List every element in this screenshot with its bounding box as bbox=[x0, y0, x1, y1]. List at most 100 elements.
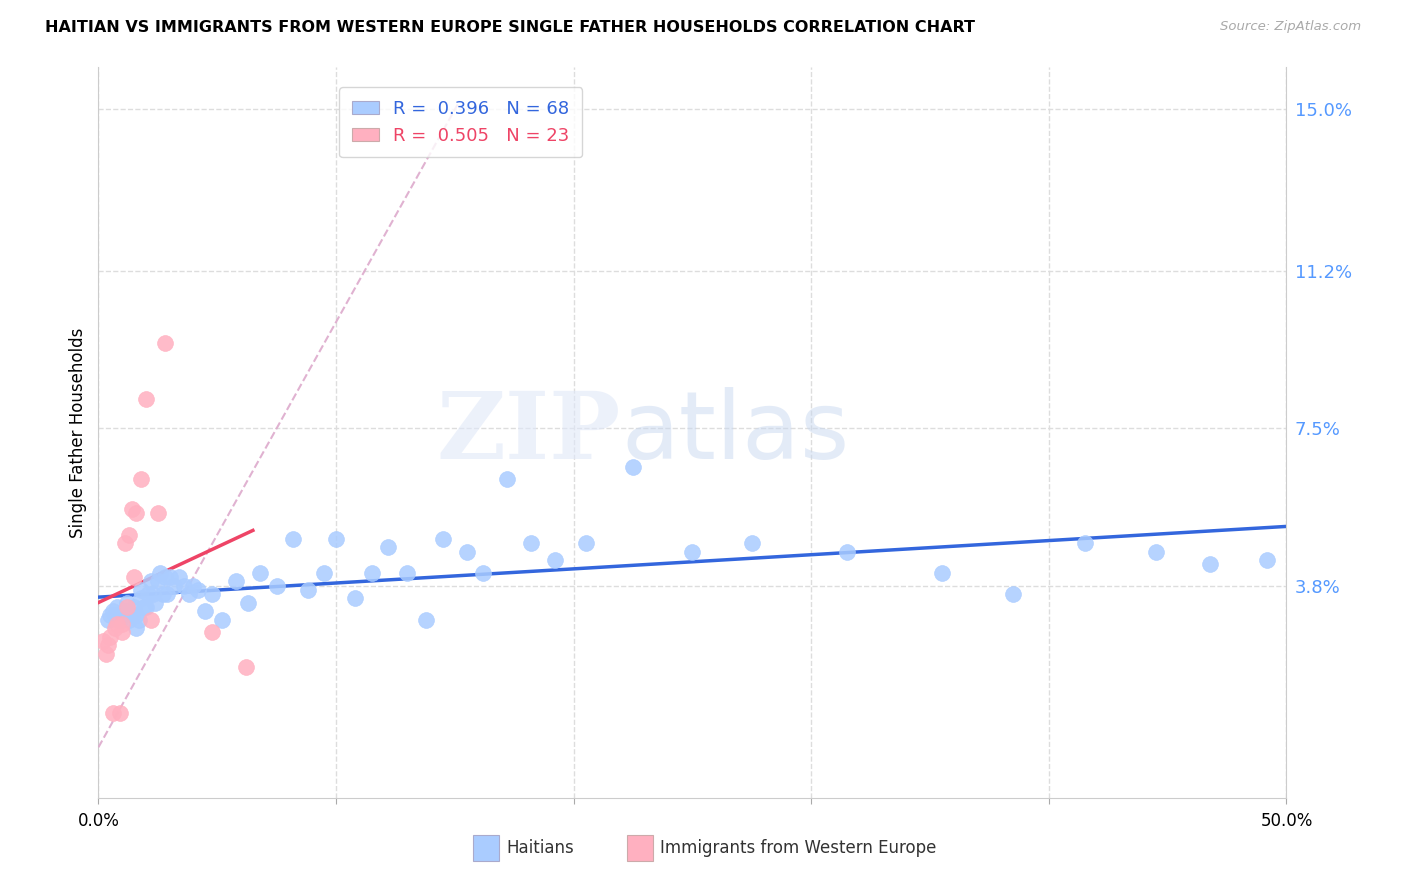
Point bbox=[236, 596, 259, 610]
Point bbox=[145, 596, 167, 610]
Point bbox=[156, 587, 179, 601]
Point bbox=[325, 532, 347, 546]
Bar bbox=[627, 835, 654, 862]
Point bbox=[621, 459, 644, 474]
Point bbox=[1144, 544, 1167, 558]
Point bbox=[1073, 536, 1095, 550]
Point bbox=[201, 587, 224, 601]
Bar bbox=[472, 835, 499, 862]
Point bbox=[211, 613, 233, 627]
Point bbox=[283, 532, 305, 546]
Point bbox=[194, 604, 217, 618]
Point bbox=[163, 579, 186, 593]
Point bbox=[153, 570, 176, 584]
Point bbox=[139, 574, 162, 589]
Point bbox=[104, 621, 127, 635]
Point bbox=[520, 536, 543, 550]
Point bbox=[314, 566, 336, 580]
Point bbox=[496, 472, 519, 486]
Point bbox=[187, 582, 209, 597]
Point bbox=[125, 608, 148, 623]
Point bbox=[201, 625, 224, 640]
Point bbox=[297, 582, 319, 597]
Point bbox=[94, 647, 117, 661]
Point bbox=[146, 507, 169, 521]
Point bbox=[152, 587, 174, 601]
Y-axis label: Single Father Households: Single Father Households bbox=[69, 327, 87, 538]
Point bbox=[167, 570, 190, 584]
Point bbox=[543, 553, 565, 567]
Point bbox=[97, 613, 120, 627]
Point bbox=[183, 579, 205, 593]
Point bbox=[835, 544, 858, 558]
Point bbox=[136, 587, 159, 601]
Point bbox=[456, 544, 478, 558]
Point bbox=[153, 336, 176, 351]
Point bbox=[129, 582, 152, 597]
Point bbox=[104, 608, 127, 623]
Point bbox=[472, 566, 495, 580]
Point bbox=[432, 532, 454, 546]
Point bbox=[1002, 587, 1025, 601]
Point bbox=[121, 608, 143, 623]
Text: ZIP: ZIP bbox=[437, 388, 621, 477]
Point bbox=[1256, 553, 1278, 567]
Point bbox=[118, 527, 141, 541]
Text: Immigrants from Western Europe: Immigrants from Western Europe bbox=[661, 839, 936, 857]
Point bbox=[122, 599, 145, 614]
Point bbox=[415, 613, 437, 627]
Point bbox=[574, 536, 596, 550]
Point bbox=[931, 566, 953, 580]
Point bbox=[225, 574, 247, 589]
Point bbox=[101, 604, 124, 618]
Point bbox=[396, 566, 419, 580]
Point bbox=[128, 613, 150, 627]
Text: Haitians: Haitians bbox=[506, 839, 574, 857]
Point bbox=[173, 579, 195, 593]
Point bbox=[111, 625, 134, 640]
Point bbox=[107, 599, 129, 614]
Point bbox=[108, 706, 131, 721]
Point bbox=[135, 392, 157, 406]
Point bbox=[177, 587, 200, 601]
Point bbox=[125, 621, 148, 635]
Point bbox=[129, 591, 152, 606]
Legend: R =  0.396   N = 68, R =  0.505   N = 23: R = 0.396 N = 68, R = 0.505 N = 23 bbox=[339, 87, 582, 157]
Text: Source: ZipAtlas.com: Source: ZipAtlas.com bbox=[1220, 20, 1361, 33]
Text: HAITIAN VS IMMIGRANTS FROM WESTERN EUROPE SINGLE FATHER HOUSEHOLDS CORRELATION C: HAITIAN VS IMMIGRANTS FROM WESTERN EUROP… bbox=[45, 20, 974, 35]
Point bbox=[97, 638, 120, 652]
Point bbox=[125, 507, 148, 521]
Point bbox=[115, 596, 138, 610]
Point bbox=[121, 502, 143, 516]
Point bbox=[114, 604, 136, 618]
Point bbox=[98, 630, 121, 644]
Point bbox=[142, 587, 165, 601]
Point bbox=[111, 617, 134, 632]
Point bbox=[114, 536, 136, 550]
Point bbox=[344, 591, 367, 606]
Point bbox=[249, 566, 271, 580]
Point bbox=[235, 659, 257, 673]
Point bbox=[98, 608, 121, 623]
Point bbox=[101, 706, 124, 721]
Point bbox=[118, 613, 141, 627]
Point bbox=[159, 570, 181, 584]
Point bbox=[91, 634, 114, 648]
Point bbox=[146, 574, 169, 589]
Point bbox=[115, 599, 138, 614]
Point bbox=[108, 613, 131, 627]
Point bbox=[139, 613, 162, 627]
Point bbox=[132, 599, 155, 614]
Point bbox=[360, 566, 382, 580]
Point bbox=[122, 570, 145, 584]
Point bbox=[741, 536, 763, 550]
Point bbox=[135, 599, 157, 614]
Point bbox=[377, 541, 399, 555]
Point bbox=[149, 566, 172, 580]
Point bbox=[266, 579, 288, 593]
Point bbox=[111, 608, 134, 623]
Point bbox=[107, 617, 129, 632]
Point bbox=[681, 544, 703, 558]
Point bbox=[1199, 558, 1222, 572]
Text: atlas: atlas bbox=[621, 386, 849, 479]
